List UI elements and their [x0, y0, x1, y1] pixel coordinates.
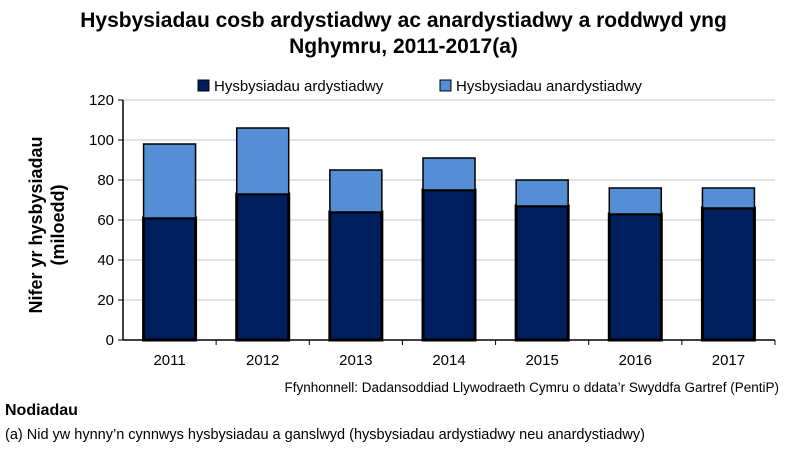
- source-note: Ffynhonnell: Dadansoddiad Llywodraeth Cy…: [284, 380, 779, 395]
- bar-2017-ardystiadwy: [700, 206, 756, 342]
- bar-2012-anardystiadwy: [235, 127, 290, 195]
- bar-2013-anardystiadwy: [329, 169, 383, 213]
- bar-2017-anardystiadwy: [701, 187, 756, 209]
- x-tick-label: 2017: [712, 352, 745, 369]
- bar-2012-ardystiadwy: [235, 192, 291, 342]
- x-tick-label: 2013: [339, 352, 372, 369]
- x-tick-label: 2011: [153, 352, 185, 369]
- legend-label: Hysbysiadau ardystiadwy: [214, 78, 384, 95]
- y-tick-label: 60: [97, 212, 114, 229]
- chart-svg: 0 20 40 60 80 100 120 2011 2012 2013 2014 2015 2016 2…: [26, 78, 776, 369]
- x-tick-label: 2012: [246, 352, 279, 369]
- x-tick-label: 2014: [432, 352, 465, 369]
- bar-2015-anardystiadwy: [515, 179, 569, 207]
- y-tick-label: 40: [97, 252, 114, 269]
- legend-label: Hysbysiadau anardystiadwy: [456, 78, 642, 95]
- y-tick-label: 0: [106, 332, 114, 349]
- chart-title: Hysbysiadau cosb ardystiadwy ac anardyst…: [0, 8, 807, 60]
- note-a: (a) Nid yw hynny’n cynnwys hysbysiadau a…: [5, 427, 645, 443]
- legend-swatch: [197, 79, 210, 92]
- y-axis-label: Nifer yr hysbysiadau (miloedd): [26, 136, 68, 313]
- bar-2016-anardystiadwy: [608, 187, 663, 215]
- bar-2016-ardystiadwy: [607, 212, 663, 342]
- bar-2013-ardystiadwy: [328, 210, 384, 342]
- title-line: Hysbysiadau cosb ardystiadwy ac anardyst…: [80, 9, 727, 32]
- y-axis-label-line: (miloedd): [48, 185, 68, 266]
- x-tick-label: 2015: [525, 352, 558, 369]
- y-tick-label: 80: [97, 172, 114, 189]
- notes-heading: Nodiadau: [5, 402, 78, 419]
- y-tick-label: 120: [89, 92, 114, 109]
- y-tick-label: 100: [89, 132, 114, 149]
- x-tick-label: 2016: [619, 352, 652, 369]
- bar-2014-ardystiadwy: [421, 188, 477, 342]
- title-line: Nghymru, 2011-2017(a): [289, 35, 518, 58]
- bar-2011-ardystiadwy: [142, 216, 198, 342]
- y-tick-label: 20: [97, 292, 114, 309]
- bar-2014-anardystiadwy: [422, 157, 476, 191]
- bar-2015-ardystiadwy: [514, 204, 570, 342]
- legend-swatch: [439, 79, 452, 92]
- bar-2011-anardystiadwy: [142, 143, 197, 219]
- y-axis-label-line: Nifer yr hysbysiadau: [26, 136, 46, 313]
